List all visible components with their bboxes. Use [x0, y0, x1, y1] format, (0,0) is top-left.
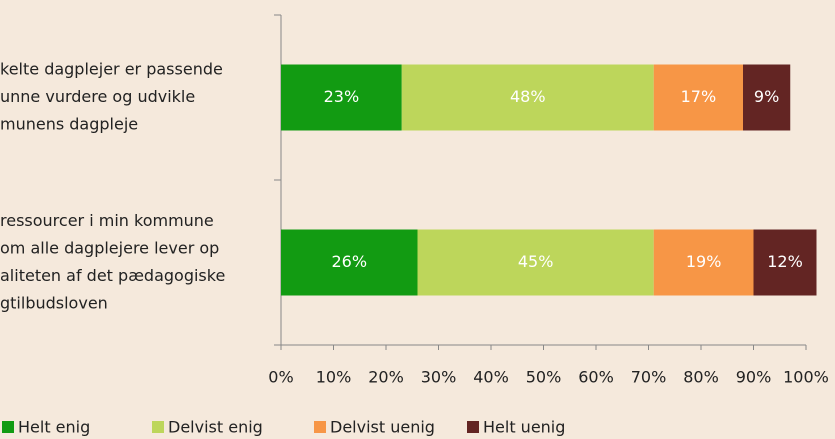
data-label: 19% — [686, 252, 722, 271]
bar-segment — [743, 64, 791, 131]
data-label: 45% — [518, 252, 554, 271]
category-label: unne vurdere og udvikle — [0, 87, 195, 106]
data-label: 9% — [754, 87, 779, 106]
bar-segment — [653, 64, 743, 131]
data-label: 48% — [510, 87, 546, 106]
x-tick-label: 50% — [526, 368, 562, 387]
category-label: kelte dagplejer er passende — [0, 60, 223, 79]
legend-label: Helt uenig — [483, 418, 565, 437]
data-label: 23% — [324, 87, 360, 106]
data-label: 26% — [331, 252, 367, 271]
x-tick-label: 30% — [421, 368, 457, 387]
category-label: om alle dagplejere lever op — [0, 238, 219, 257]
x-tick-label: 100% — [783, 368, 829, 387]
bar-segment — [401, 64, 654, 131]
bar-segment — [753, 229, 817, 296]
data-label: 12% — [767, 252, 803, 271]
x-tick-label: 80% — [683, 368, 719, 387]
legend-swatch — [2, 421, 14, 433]
x-tick-label: 90% — [736, 368, 772, 387]
bar-segment — [281, 64, 402, 131]
x-tick-label: 70% — [631, 368, 667, 387]
legend-label: Delvist enig — [168, 418, 263, 437]
category-label: aliteten af det pædagogiske — [0, 266, 225, 285]
legend-swatch — [152, 421, 164, 433]
data-label: 17% — [681, 87, 717, 106]
x-tick-label: 20% — [368, 368, 404, 387]
legend-swatch — [314, 421, 326, 433]
bar-segment — [653, 229, 754, 296]
category-label: ressourcer i min kommune — [0, 211, 214, 230]
category-label: gtilbudsloven — [0, 293, 108, 312]
x-tick-label: 0% — [268, 368, 293, 387]
x-tick-label: 60% — [578, 368, 614, 387]
x-tick-label: 40% — [473, 368, 509, 387]
legend-label: Delvist uenig — [330, 418, 435, 437]
x-tick-label: 10% — [316, 368, 352, 387]
bar-segment — [281, 229, 418, 296]
category-label: munens dagpleje — [0, 115, 138, 134]
legend-swatch — [467, 421, 479, 433]
legend-label: Helt enig — [18, 418, 90, 437]
bar-segment — [417, 229, 654, 296]
